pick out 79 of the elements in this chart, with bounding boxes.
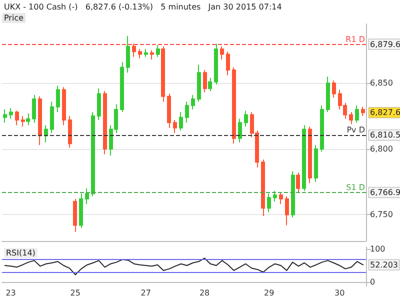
annotation: 6,766.9 [370,188,400,197]
candlestick [197,64,201,102]
line-series [4,258,364,276]
candlestick [138,48,142,59]
candlestick [156,44,160,58]
candlestick [9,108,13,120]
candlestick [285,196,289,226]
candlestick [326,76,330,113]
candlestick [332,80,336,98]
candlestick [85,188,89,205]
candlestick [15,110,19,126]
candlestick [179,112,183,132]
candlestick [308,126,312,184]
candlestick [32,94,36,124]
y-tick-label: 0 [370,278,376,287]
candlestick [203,70,207,93]
x-tick-label: 27 [140,288,151,298]
candlestick [173,120,177,134]
candlestick [97,88,101,121]
candlestick [355,105,359,124]
x-tick-label: 29 [264,288,274,298]
candlestick [21,116,25,128]
candlestick [302,124,306,192]
annotation: 6,879.6 [370,40,400,49]
candlestick [238,118,242,143]
candlestick [3,108,7,124]
candlestick [73,198,77,232]
candlestick [208,77,212,92]
candlestick [26,112,30,126]
candlestick [132,43,136,58]
candlestick [232,66,236,144]
candlestick [68,116,72,148]
candlestick [150,50,154,60]
chart-title: UKX - 100 Cash (-) 6,827.6 (-0.13%) 5 minutes Jan 30 2015 07:14 [4,2,282,12]
candlestick [120,62,124,113]
candlestick [62,86,66,126]
candlestick [361,106,365,117]
ref-line-label: S1 D [346,182,365,192]
y-tick-label: 100 [370,244,386,254]
x-tick-label: 28 [199,288,210,298]
candlestick [267,193,271,213]
candlestick [126,35,130,74]
ref-line-label: Pv D [346,126,365,135]
candlestick [56,85,60,113]
annotation: 6,827.6 [370,108,400,118]
candlestick [226,51,230,76]
candlestick [244,110,248,128]
candlestick [191,94,195,110]
candlestick [291,170,295,218]
candlestick [214,43,218,85]
text: Price [4,14,24,22]
candlestick [38,96,42,146]
y-tick-label: 6,750 [370,210,393,220]
x-tick-label: 23 [6,288,16,298]
x-tick-label: 30 [334,288,345,298]
candlestick [261,158,265,217]
candlestick [103,90,107,155]
annotation: 52.203 [370,260,398,270]
candlestick [349,112,353,124]
candlestick [161,46,165,102]
annotation: 6,810.5 [370,130,400,140]
candlestick [50,101,54,134]
candlestick [279,192,283,205]
candlestick [296,172,300,193]
candlestick [79,193,83,228]
candlestick [91,112,95,197]
chart-title: RSI(14) [6,248,36,258]
candlestick [273,190,277,202]
x-tick-label: 25 [70,288,80,298]
candlestick [44,124,48,143]
candlestick [320,105,324,152]
y-tick-label: 6,800 [370,144,393,154]
candlestick [314,144,318,182]
candlestick [167,93,171,128]
y-tick-label: 6,850 [370,78,393,88]
ref-line-label: R1 D [346,34,365,44]
candlestick [144,48,148,58]
candlestick [220,46,224,60]
candlestick [185,101,189,124]
